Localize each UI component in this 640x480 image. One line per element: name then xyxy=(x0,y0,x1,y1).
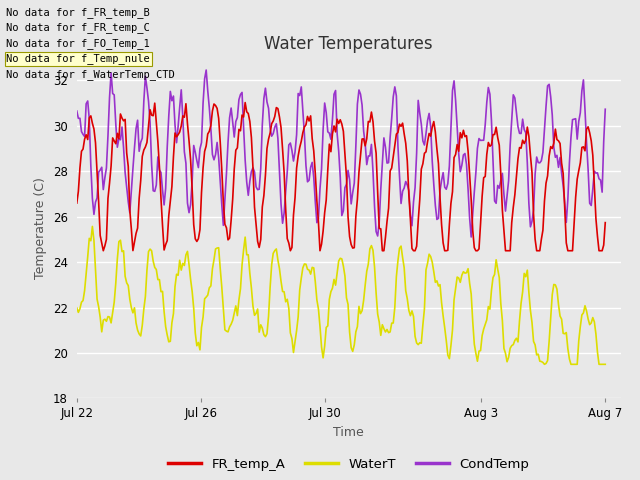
FR_temp_A xyxy=(73,200,81,206)
Line: CondTemp: CondTemp xyxy=(77,70,605,237)
CondTemp xyxy=(536,160,543,166)
Line: WaterT: WaterT xyxy=(77,227,605,364)
WaterT xyxy=(541,361,548,367)
WaterT xyxy=(73,305,81,311)
Text: No data for f_FO_Temp_1: No data for f_FO_Temp_1 xyxy=(6,38,150,49)
CondTemp xyxy=(149,188,157,193)
Line: FR_temp_A: FR_temp_A xyxy=(77,103,605,251)
X-axis label: Time: Time xyxy=(333,426,364,439)
CondTemp xyxy=(509,92,517,98)
Text: No data for f_FR_temp_B: No data for f_FR_temp_B xyxy=(6,7,150,18)
WaterT xyxy=(534,351,542,357)
Legend: FR_temp_A, WaterT, CondTemp: FR_temp_A, WaterT, CondTemp xyxy=(163,453,535,476)
FR_temp_A xyxy=(499,207,506,213)
Text: No data for f_Temp_nule: No data for f_Temp_nule xyxy=(6,53,150,64)
CondTemp xyxy=(602,107,609,112)
FR_temp_A xyxy=(509,204,517,210)
FR_temp_A xyxy=(170,154,177,160)
CondTemp xyxy=(499,170,506,176)
FR_temp_A xyxy=(602,220,609,226)
Y-axis label: Temperature (C): Temperature (C) xyxy=(34,177,47,279)
WaterT xyxy=(151,264,159,270)
FR_temp_A xyxy=(536,248,543,253)
CondTemp xyxy=(202,67,210,73)
FR_temp_A xyxy=(151,100,159,106)
CondTemp xyxy=(73,108,81,114)
WaterT xyxy=(602,361,609,367)
WaterT xyxy=(508,343,516,348)
WaterT xyxy=(170,311,177,316)
CondTemp xyxy=(467,234,475,240)
FR_temp_A xyxy=(99,248,107,253)
Title: Water Temperatures: Water Temperatures xyxy=(264,35,433,53)
Text: No data for f_FR_temp_C: No data for f_FR_temp_C xyxy=(6,23,150,34)
WaterT xyxy=(88,224,96,229)
CondTemp xyxy=(394,143,402,149)
WaterT xyxy=(497,301,505,307)
FR_temp_A xyxy=(396,121,403,127)
FR_temp_A xyxy=(241,100,249,106)
CondTemp xyxy=(168,98,176,104)
Text: No data for f_WaterTemp_CTD: No data for f_WaterTemp_CTD xyxy=(6,69,175,80)
WaterT xyxy=(394,258,402,264)
